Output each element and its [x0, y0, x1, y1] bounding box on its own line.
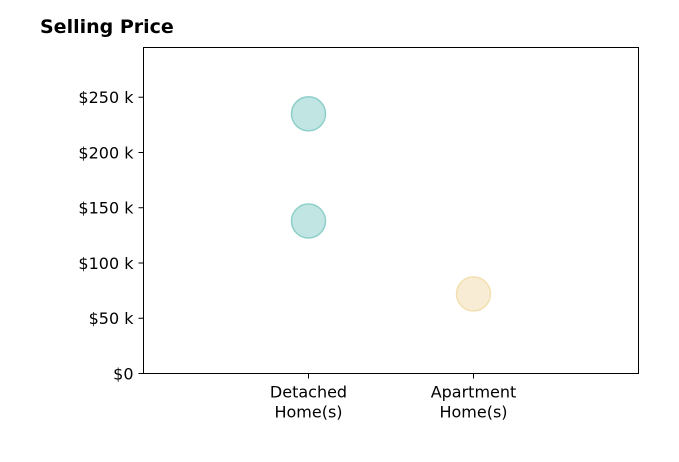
y-tick-label: $50 k [89, 309, 135, 328]
x-tick-label: Apartment Home(s) [431, 383, 517, 422]
chart-marks [290, 96, 492, 312]
y-tick-label: $200 k [78, 143, 134, 162]
x-axis: Detached Home(s)Apartment Home(s) [270, 373, 517, 422]
x-tick-label-line: Detached [270, 383, 347, 402]
y-tick-label: $100 k [78, 254, 134, 273]
chart-title: Selling Price [40, 16, 174, 38]
plot-frame [143, 47, 639, 374]
scatter-point [455, 276, 492, 312]
scatter-point [290, 203, 327, 239]
y-tick-label: $150 k [78, 199, 134, 218]
y-tick-label: $0 [113, 365, 133, 384]
x-tick-label: Detached Home(s) [270, 383, 347, 422]
x-tick-label-line: Apartment [431, 383, 517, 402]
y-tick-label: $250 k [78, 88, 134, 107]
scatter-point [290, 96, 327, 132]
y-axis: $0 $50 k $100 k $150 k $200 k $250 k [78, 88, 144, 384]
x-tick-label-line: Home(s) [274, 403, 342, 422]
x-tick-label-line: Home(s) [439, 403, 507, 422]
